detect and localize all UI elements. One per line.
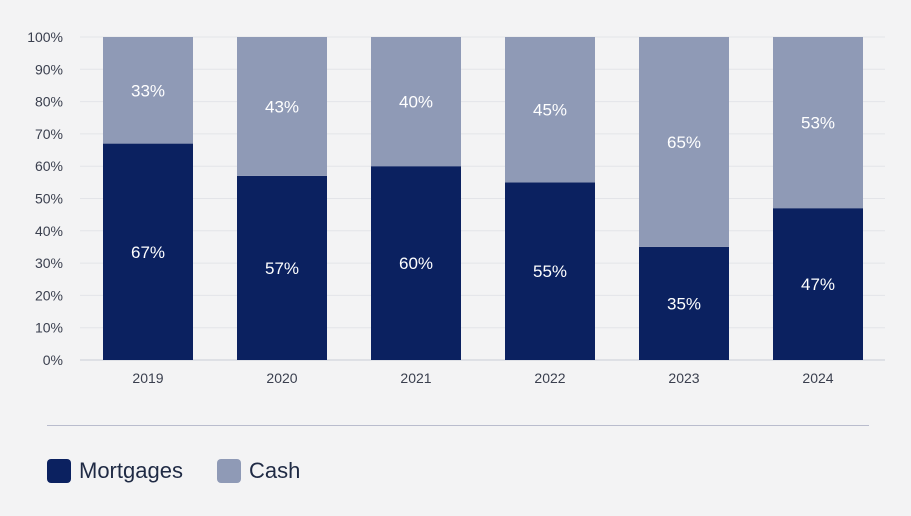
y-tick-label: 100%: [27, 29, 63, 45]
bar-cash-2019: [103, 37, 193, 144]
x-tick-label: 2022: [534, 370, 565, 386]
bar-mortgages-2019: [103, 143, 193, 360]
data-label: 43%: [265, 97, 299, 116]
bar-cash-2022: [505, 37, 595, 183]
data-label: 40%: [399, 93, 433, 112]
legend: Mortgages Cash: [47, 458, 334, 484]
bar-mortgages-2021: [371, 166, 461, 360]
data-label: 57%: [265, 259, 299, 278]
y-tick-label: 30%: [35, 255, 63, 271]
legend-swatch-mortgages: [47, 459, 71, 483]
data-label: 65%: [667, 133, 701, 152]
bar-cash-2024: [773, 37, 863, 209]
y-tick-label: 0%: [43, 352, 63, 368]
x-tick-label: 2019: [132, 370, 163, 386]
bar-cash-2020: [237, 37, 327, 176]
legend-label-mortgages: Mortgages: [79, 458, 183, 483]
y-tick-label: 10%: [35, 320, 63, 336]
data-label: 47%: [801, 275, 835, 294]
data-label: 45%: [533, 101, 567, 120]
data-label: 35%: [667, 294, 701, 313]
x-tick-label: 2020: [266, 370, 297, 386]
y-tick-label: 20%: [35, 287, 63, 303]
data-label: 67%: [131, 243, 165, 262]
y-tick-label: 70%: [35, 126, 63, 142]
data-label: 53%: [801, 114, 835, 133]
y-tick-label: 40%: [35, 223, 63, 239]
bar-cash-2023: [639, 37, 729, 247]
bar-mortgages-2020: [237, 175, 327, 360]
legend-swatch-cash: [216, 459, 241, 483]
bar-mortgages-2023: [639, 246, 729, 360]
y-tick-label: 50%: [35, 191, 63, 207]
legend-divider: [47, 425, 869, 426]
y-tick-label: 60%: [35, 158, 63, 174]
legend-label-cash: Cash: [248, 458, 301, 483]
bar-mortgages-2022: [505, 182, 595, 360]
y-tick-label: 80%: [35, 94, 63, 110]
x-tick-label: 2021: [400, 370, 431, 386]
y-tick-label: 90%: [35, 61, 63, 77]
bar-mortgages-2024: [773, 208, 863, 360]
data-label: 33%: [131, 81, 165, 100]
x-tick-label: 2023: [668, 370, 699, 386]
legend-item-cash: Cash: [216, 458, 301, 484]
data-label: 55%: [533, 262, 567, 281]
data-label: 60%: [399, 254, 433, 273]
bar-cash-2021: [371, 37, 461, 167]
x-tick-label: 2024: [802, 370, 833, 386]
legend-item-mortgages: Mortgages: [47, 458, 183, 484]
